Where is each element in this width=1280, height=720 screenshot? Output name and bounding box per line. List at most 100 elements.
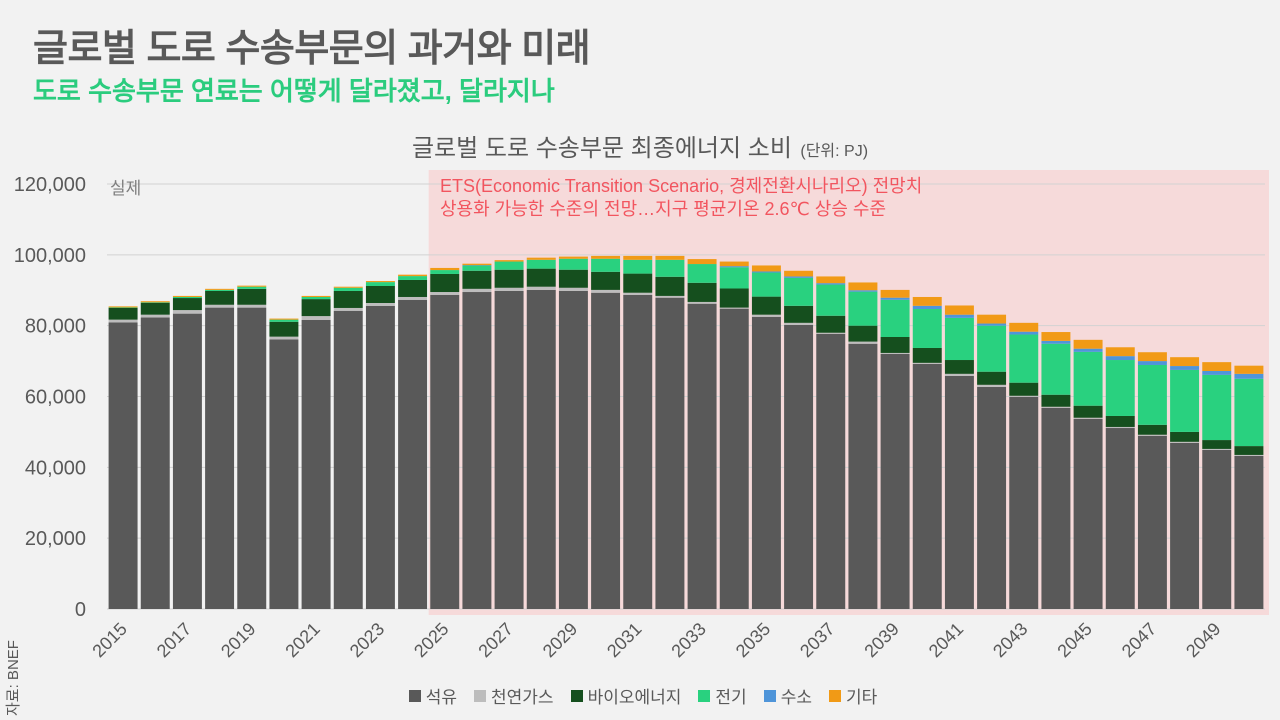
bar-electricity-2017 <box>172 296 202 299</box>
bar-natural-gas-2021 <box>301 316 331 320</box>
bar-electricity-2015 <box>108 307 138 308</box>
bar-other-2042 <box>977 314 1007 324</box>
bar-natural-gas-2038 <box>848 341 878 344</box>
bar-natural-gas-2035 <box>751 314 781 317</box>
bar-other-2050 <box>1234 365 1264 374</box>
bar-oil-2025 <box>430 294 460 609</box>
legend-label-electricity: 전기 <box>715 688 747 707</box>
x-tick-label: 2045 <box>1053 619 1095 661</box>
bar-natural-gas-2023 <box>365 303 395 306</box>
x-tick-label: 2027 <box>474 619 516 661</box>
bar-hydrogen-2048 <box>1170 366 1200 370</box>
bar-other-2034 <box>719 261 749 267</box>
bar-bioenergy-2017 <box>172 298 202 311</box>
bar-electricity-2026 <box>462 265 492 271</box>
bar-oil-2034 <box>719 308 749 609</box>
bar-bioenergy-2019 <box>237 288 267 305</box>
chart-legend: 석유 천연가스 바이오에너지 전기 수소 기타 <box>0 683 1280 708</box>
bar-oil-2016 <box>140 317 170 609</box>
bar-bioenergy-2025 <box>430 273 460 293</box>
bar-other-2038 <box>848 282 878 291</box>
bar-electricity-2045 <box>1073 351 1103 406</box>
x-axis-tick-labels: 2015 2017 2019 2021 2023 2025 2027 2029 2031 2033… <box>88 619 1224 661</box>
bar-electricity-2037 <box>816 284 846 316</box>
bar-electricity-2031 <box>623 259 653 274</box>
bar-bioenergy-2033 <box>687 282 717 302</box>
bar-natural-gas-2024 <box>398 296 428 300</box>
chart-title: 글로벌 도로 수송부문 최종에너지 소비 (단위: PJ) <box>0 128 1280 163</box>
bar-other-2046 <box>1105 347 1135 357</box>
bar-other-2049 <box>1202 362 1232 371</box>
bar-electricity-2048 <box>1170 369 1200 432</box>
bar-hydrogen-2034 <box>719 266 749 268</box>
bar-electricity-2025 <box>430 270 460 274</box>
x-tick-label: 2029 <box>539 619 581 661</box>
bar-other-2028 <box>526 257 556 260</box>
bar-other-2041 <box>944 305 974 315</box>
legend-label-other: 기타 <box>845 688 878 707</box>
legend-item-electricity: 전기 <box>698 683 747 708</box>
legend-label-bioenergy: 바이오에너지 <box>587 688 682 707</box>
bar-oil-2028 <box>526 289 556 609</box>
bar-other-2031 <box>623 255 653 260</box>
bar-bioenergy-2042 <box>977 371 1007 385</box>
bar-bioenergy-2038 <box>848 325 878 342</box>
bar-bioenergy-2024 <box>398 279 428 297</box>
x-tick-label: 2015 <box>88 619 130 661</box>
legend-label-hydrogen: 수소 <box>780 688 812 707</box>
legend-swatch-natural-gas <box>474 689 487 702</box>
legend-swatch-electricity <box>698 689 711 702</box>
x-tick-label: 2049 <box>1182 619 1224 661</box>
bar-electricity-2032 <box>655 259 685 277</box>
bar-electricity-2016 <box>140 302 170 303</box>
bar-electricity-2040 <box>912 309 942 348</box>
bar-oil-2022 <box>333 310 363 609</box>
y-tick-label: 20,000 <box>25 528 86 550</box>
bar-electricity-2028 <box>526 259 556 269</box>
bar-hydrogen-2036 <box>784 276 814 278</box>
x-tick-label: 2047 <box>1118 619 1160 661</box>
legend-item-bioenergy: 바이오에너지 <box>570 683 682 708</box>
bar-hydrogen-2041 <box>944 314 974 318</box>
bar-other-2019 <box>237 285 267 287</box>
bar-natural-gas-2036 <box>784 322 814 325</box>
bar-hydrogen-2035 <box>751 271 781 273</box>
bar-bioenergy-2029 <box>558 269 588 288</box>
bar-hydrogen-2026 <box>462 265 492 266</box>
bar-oil-2029 <box>558 290 588 609</box>
bar-hydrogen-2047 <box>1137 361 1167 365</box>
bar-electricity-2019 <box>237 286 267 289</box>
bar-natural-gas-2022 <box>333 307 363 311</box>
x-tick-label: 2021 <box>281 619 323 661</box>
bar-oil-2048 <box>1170 442 1200 609</box>
bar-other-2025 <box>430 267 460 271</box>
bar-hydrogen-2045 <box>1073 348 1103 352</box>
bar-bioenergy-2018 <box>205 290 235 305</box>
bar-electricity-2042 <box>977 325 1007 372</box>
page-subtitle: 도로 수송부문 연료는 어떻게 달라졌고, 달라지나 <box>33 76 555 106</box>
bar-bioenergy-2044 <box>1041 394 1071 407</box>
legend-label-natural-gas: 천연가스 <box>491 688 554 707</box>
x-tick-label: 2033 <box>667 619 709 661</box>
bar-oil-2036 <box>784 324 814 609</box>
bar-hydrogen-2039 <box>880 297 910 300</box>
bar-electricity-2041 <box>944 317 974 361</box>
bar-other-2032 <box>655 255 685 260</box>
bar-electricity-2035 <box>751 272 781 297</box>
bar-oil-2018 <box>205 307 235 609</box>
bar-bioenergy-2048 <box>1170 431 1200 442</box>
bar-oil-2033 <box>687 303 717 609</box>
bar-hydrogen-2038 <box>848 290 878 292</box>
bar-natural-gas-2044 <box>1041 406 1071 408</box>
bar-other-2030 <box>591 255 621 259</box>
bar-hydrogen-2043 <box>1009 331 1039 335</box>
bar-natural-gas-2034 <box>719 307 749 309</box>
bar-oil-2020 <box>269 339 299 609</box>
bar-hydrogen-2050 <box>1234 373 1264 379</box>
bar-bioenergy-2039 <box>880 337 910 353</box>
bar-electricity-2038 <box>848 291 878 326</box>
y-axis-tick-labels: 0 20,000 40,000 60,000 80,000 100,000 120,000 <box>14 174 86 621</box>
bar-bioenergy-2049 <box>1202 440 1232 449</box>
bar-natural-gas-2017 <box>172 310 202 314</box>
bar-bioenergy-2016 <box>140 302 170 315</box>
